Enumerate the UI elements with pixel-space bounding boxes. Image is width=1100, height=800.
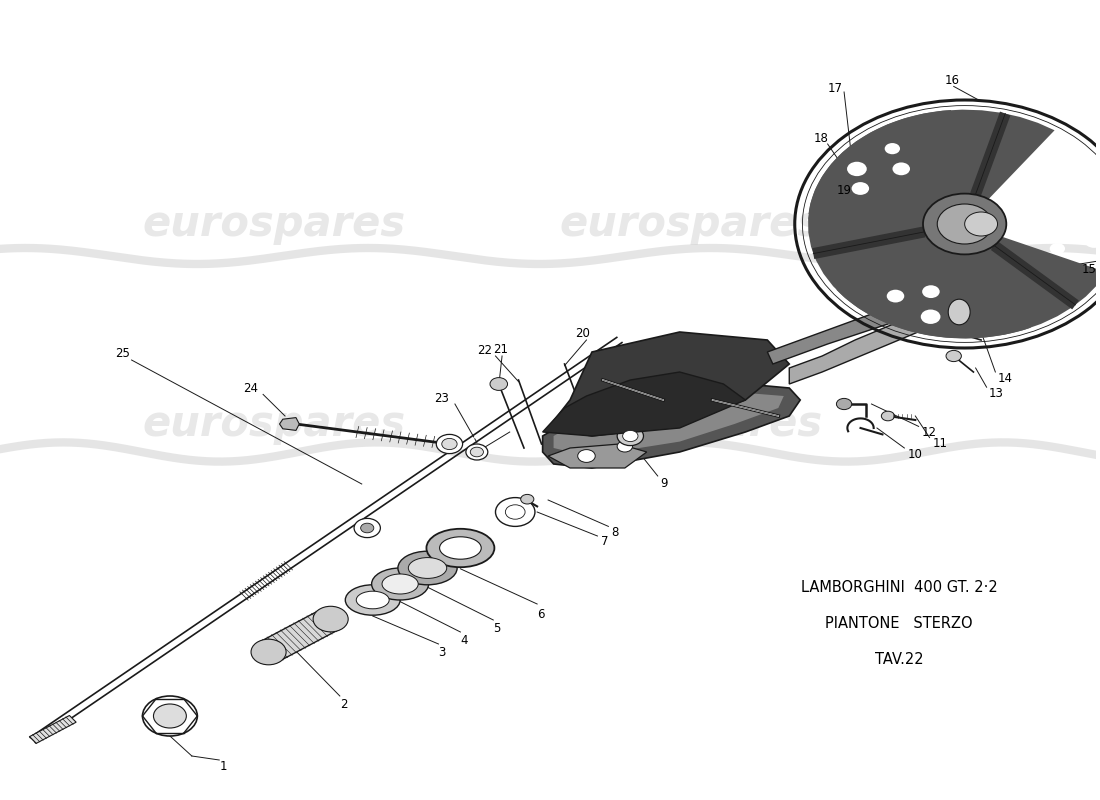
- Circle shape: [884, 143, 900, 154]
- Text: 10: 10: [908, 448, 923, 461]
- Circle shape: [314, 606, 349, 632]
- Circle shape: [937, 204, 992, 244]
- Text: 22: 22: [477, 344, 492, 357]
- Text: LAMBORGHINI  400 GT. 2·2: LAMBORGHINI 400 GT. 2·2: [801, 581, 998, 595]
- Text: 11: 11: [933, 437, 948, 450]
- Text: 3: 3: [439, 646, 446, 658]
- Polygon shape: [808, 110, 1100, 338]
- Circle shape: [922, 286, 939, 298]
- Polygon shape: [542, 384, 800, 468]
- Text: 1: 1: [219, 760, 227, 773]
- Text: 14: 14: [998, 372, 1012, 385]
- Circle shape: [946, 350, 961, 362]
- Circle shape: [490, 378, 507, 390]
- Circle shape: [623, 430, 638, 442]
- Circle shape: [471, 447, 483, 457]
- Circle shape: [495, 498, 535, 526]
- Polygon shape: [542, 372, 746, 436]
- Text: eurospares: eurospares: [559, 203, 822, 245]
- Polygon shape: [553, 392, 784, 454]
- Circle shape: [520, 494, 534, 504]
- Circle shape: [143, 696, 197, 736]
- Text: 12: 12: [922, 426, 937, 438]
- Ellipse shape: [372, 568, 429, 600]
- Text: PIANTONE   STERZO: PIANTONE STERZO: [825, 617, 972, 631]
- Text: eurospares: eurospares: [143, 203, 406, 245]
- Text: 15: 15: [1082, 263, 1097, 276]
- Circle shape: [847, 162, 867, 176]
- Text: 17: 17: [827, 82, 843, 94]
- Circle shape: [154, 704, 186, 728]
- Text: TAV.22: TAV.22: [874, 653, 923, 667]
- Circle shape: [965, 212, 998, 236]
- Circle shape: [354, 518, 381, 538]
- Text: eurospares: eurospares: [559, 403, 822, 445]
- Text: 25: 25: [116, 347, 130, 360]
- Circle shape: [881, 411, 894, 421]
- Text: 23: 23: [434, 392, 449, 405]
- Circle shape: [442, 438, 458, 450]
- Text: 20: 20: [575, 327, 591, 340]
- Text: 7: 7: [601, 535, 608, 548]
- Polygon shape: [836, 242, 1031, 338]
- Circle shape: [437, 434, 463, 454]
- Ellipse shape: [356, 591, 389, 609]
- Circle shape: [617, 426, 643, 446]
- Text: 4: 4: [461, 634, 468, 646]
- Ellipse shape: [948, 299, 970, 325]
- Text: 18: 18: [813, 132, 828, 145]
- Text: 13: 13: [989, 387, 1003, 400]
- Text: 8: 8: [612, 526, 619, 538]
- Circle shape: [1049, 243, 1065, 254]
- Text: eurospares: eurospares: [143, 403, 406, 445]
- Polygon shape: [768, 300, 926, 364]
- Circle shape: [1085, 234, 1100, 248]
- Circle shape: [505, 505, 525, 519]
- Circle shape: [1062, 197, 1079, 210]
- Ellipse shape: [943, 294, 976, 330]
- Circle shape: [1081, 226, 1099, 238]
- Circle shape: [361, 523, 374, 533]
- Text: 24: 24: [243, 382, 258, 394]
- Ellipse shape: [408, 558, 447, 578]
- Circle shape: [851, 182, 869, 195]
- Polygon shape: [548, 444, 647, 468]
- Polygon shape: [808, 110, 961, 222]
- Ellipse shape: [398, 551, 458, 585]
- Polygon shape: [30, 715, 76, 743]
- Text: 16: 16: [945, 74, 960, 86]
- Polygon shape: [258, 610, 340, 662]
- Circle shape: [466, 444, 487, 460]
- Circle shape: [251, 639, 286, 665]
- Ellipse shape: [382, 574, 418, 594]
- Text: 5: 5: [493, 622, 500, 634]
- Polygon shape: [548, 332, 790, 436]
- Ellipse shape: [440, 537, 481, 559]
- Ellipse shape: [427, 529, 494, 567]
- Circle shape: [617, 441, 632, 452]
- Ellipse shape: [345, 585, 400, 615]
- Text: 6: 6: [537, 608, 544, 621]
- Polygon shape: [790, 304, 959, 384]
- Circle shape: [1057, 176, 1072, 188]
- Circle shape: [921, 310, 940, 324]
- Circle shape: [887, 290, 904, 302]
- Circle shape: [578, 450, 595, 462]
- Polygon shape: [279, 418, 299, 430]
- Circle shape: [923, 194, 1006, 254]
- Text: 21: 21: [493, 343, 508, 356]
- Text: 9: 9: [660, 477, 668, 490]
- Circle shape: [836, 398, 851, 410]
- Text: 19: 19: [836, 184, 851, 197]
- Text: 2: 2: [340, 698, 348, 710]
- Circle shape: [892, 162, 910, 175]
